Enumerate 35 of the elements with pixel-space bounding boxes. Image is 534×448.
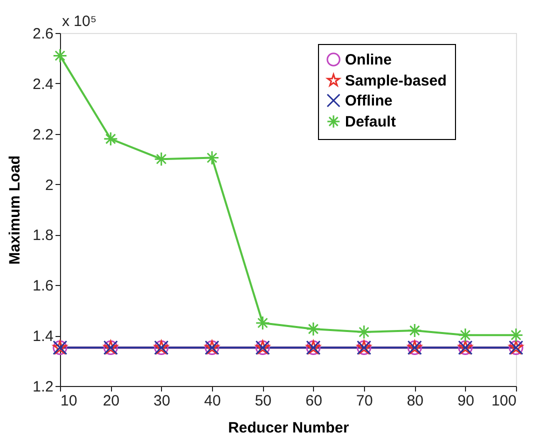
y-tick-label: 2.2 xyxy=(32,126,54,144)
x-tick-label: 30 xyxy=(153,392,170,410)
point xyxy=(508,328,524,342)
y-tick-label: 1.6 xyxy=(32,278,54,295)
point xyxy=(154,152,169,166)
point xyxy=(52,48,68,63)
legend-label: Online xyxy=(345,52,392,68)
x-tick-label: 40 xyxy=(204,392,221,410)
point xyxy=(407,323,422,338)
x-tick-label: 60 xyxy=(305,392,322,410)
text: x 10⁵ xyxy=(62,13,97,30)
x-tick-label: 70 xyxy=(356,392,373,410)
x-tick-label: 80 xyxy=(406,392,424,410)
y-tick-label: 2.4 xyxy=(32,76,54,93)
point xyxy=(458,328,473,342)
legend-label: Offline xyxy=(345,92,392,110)
x-axis-title: Reducer Number xyxy=(228,420,350,436)
point xyxy=(103,132,118,146)
point xyxy=(306,322,321,336)
y-tick-label: 1.2 xyxy=(32,378,54,396)
point xyxy=(204,150,220,166)
x-tick-label: 90 xyxy=(457,392,474,410)
legend-label: Default xyxy=(345,114,396,130)
x-tick-label: 100 xyxy=(491,392,516,410)
x-tick-label: 50 xyxy=(254,392,272,410)
point xyxy=(255,316,270,330)
y-tick-label: 2.6 xyxy=(32,26,54,42)
legend-label: Sample-based xyxy=(345,72,447,90)
x-tick-label: 10 xyxy=(60,392,78,410)
y-axis-title: Maximum Load xyxy=(6,155,24,265)
y-tick-label: 1.8 xyxy=(32,227,54,244)
x-tick-label: 20 xyxy=(102,392,120,410)
point xyxy=(356,324,372,340)
y-tick-label: 1.4 xyxy=(32,328,54,346)
y-tick-label: 2 xyxy=(45,176,54,194)
